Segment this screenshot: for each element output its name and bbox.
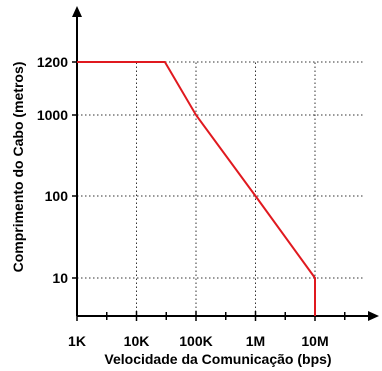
y-tick-label: 10: [52, 270, 68, 286]
y-tick-label: 100: [45, 188, 69, 204]
tick-labels: 1K 10K 100K 1M 10M 10 100 1000 1200: [37, 54, 329, 349]
series: [77, 61, 316, 316]
x-tick-label: 1M: [246, 333, 265, 349]
y-tick-label: 1000: [37, 107, 68, 123]
x-axis-arrow: [368, 311, 379, 321]
y-axis-title: Comprimento do Cabo (metros): [10, 62, 26, 273]
x-tick-label: 100K: [179, 333, 212, 349]
x-axis-title: Velocidade da Comunicação (bps): [104, 351, 331, 367]
grid: [77, 61, 365, 316]
x-tick-label: 10M: [301, 333, 328, 349]
x-tick-label: 10K: [124, 333, 150, 349]
ticks: [72, 61, 346, 321]
y-tick-label: 1200: [37, 54, 68, 70]
y-axis-arrow: [72, 6, 82, 17]
axes: [72, 6, 379, 321]
x-tick-label: 1K: [68, 333, 86, 349]
series-line: [77, 61, 316, 316]
